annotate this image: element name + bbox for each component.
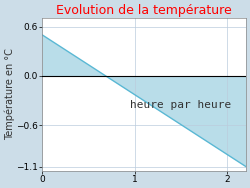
Y-axis label: Température en °C: Température en °C (4, 49, 15, 140)
Text: heure par heure: heure par heure (130, 100, 232, 110)
Title: Evolution de la température: Evolution de la température (56, 4, 232, 17)
